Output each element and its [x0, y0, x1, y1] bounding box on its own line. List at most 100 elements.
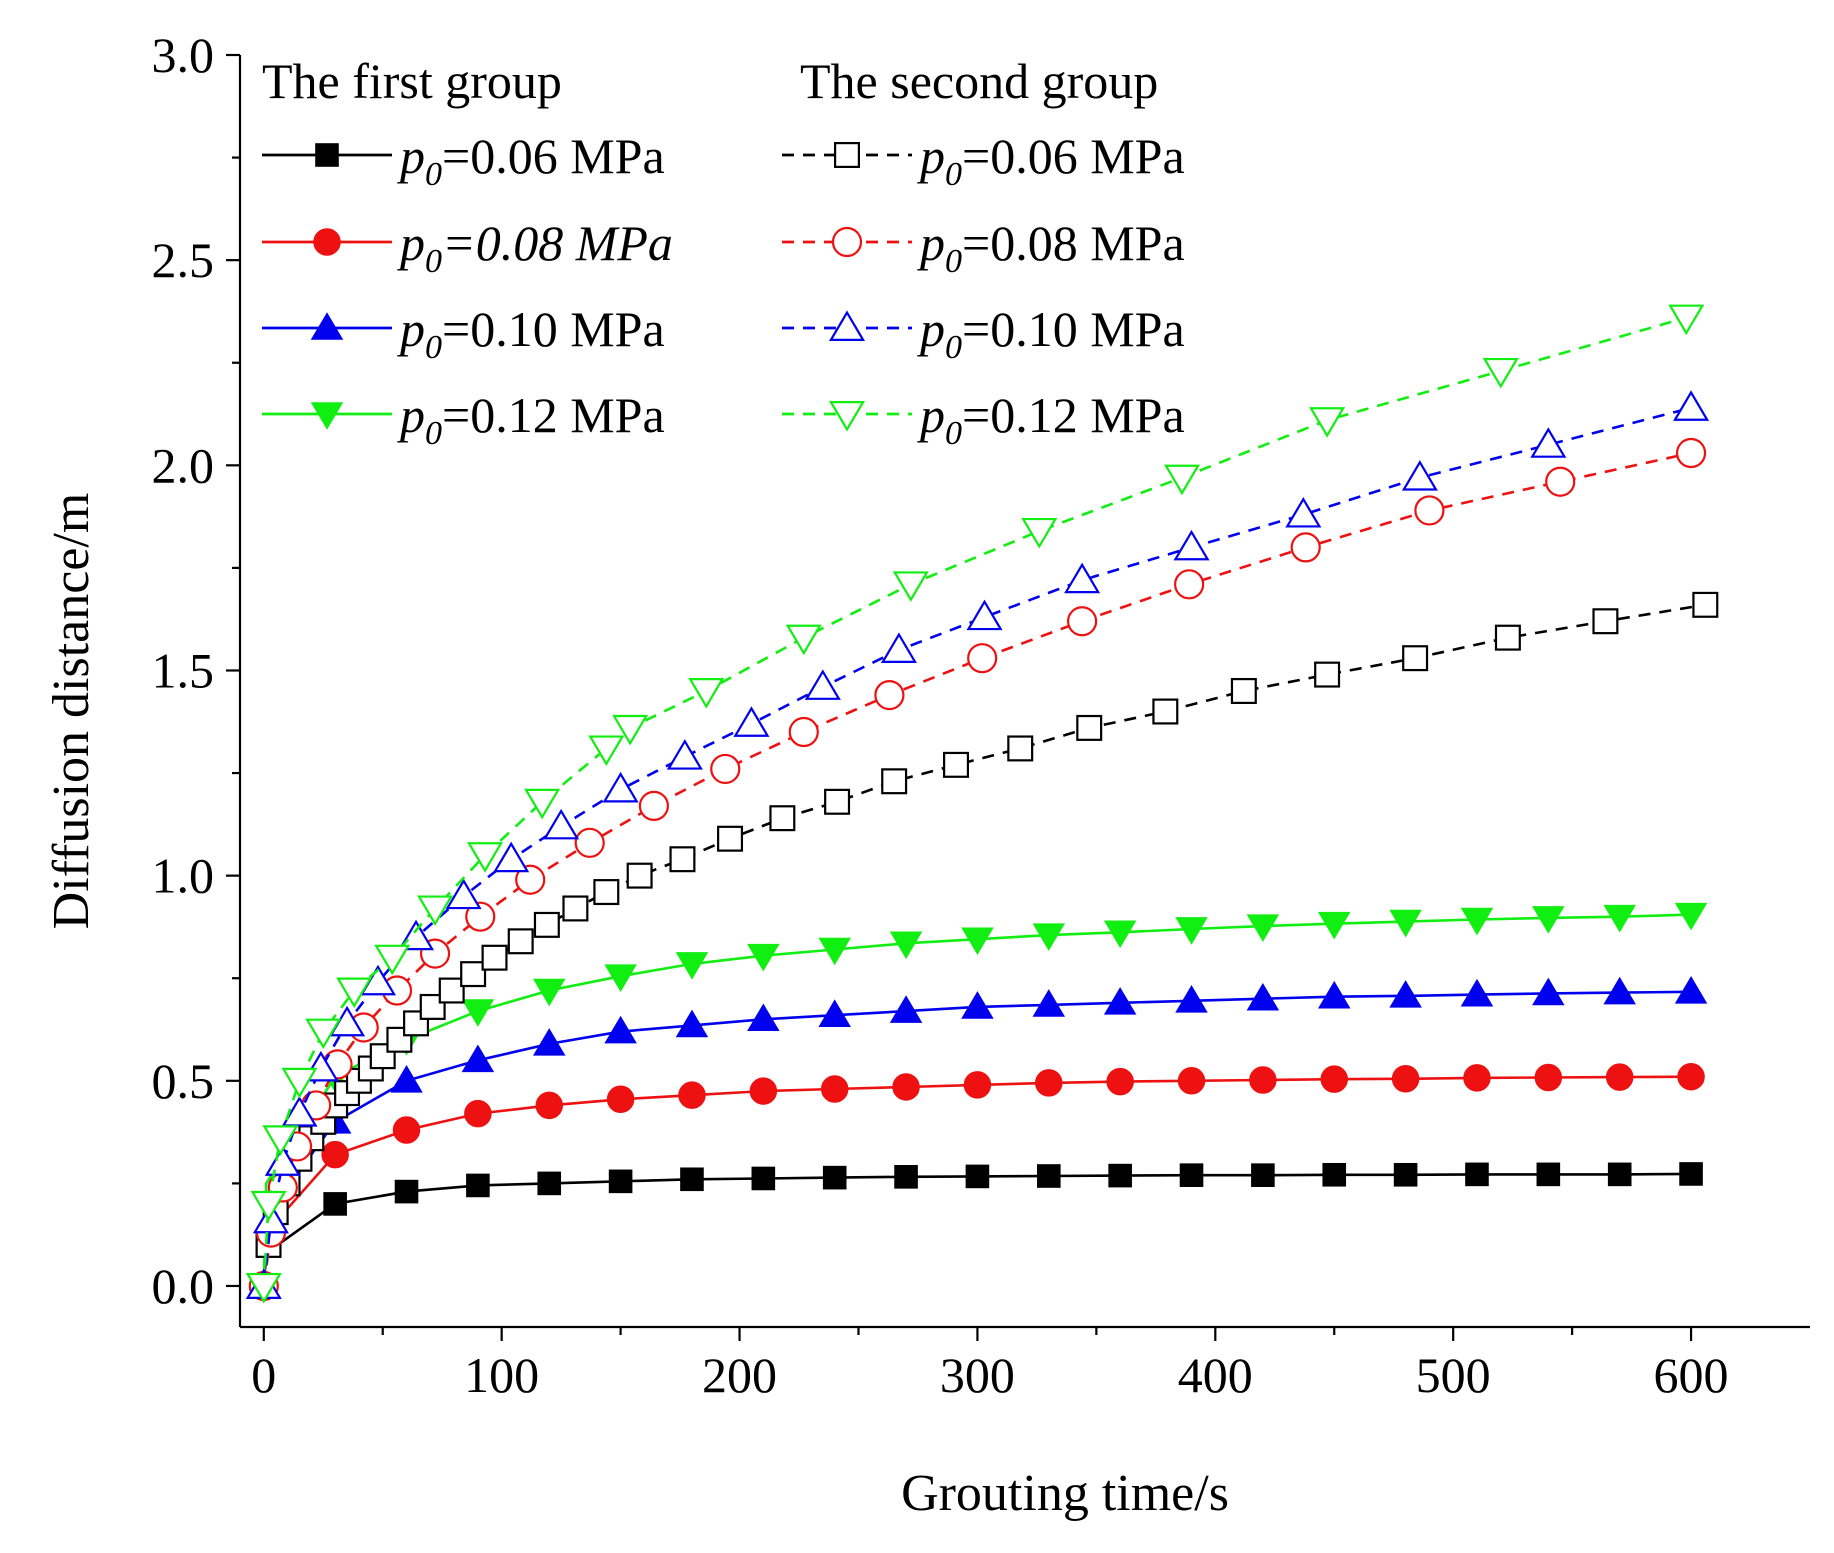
data-point [1285, 496, 1322, 528]
data-point [1592, 608, 1619, 635]
data-point [785, 624, 822, 656]
x-tick-label: 100 [464, 1347, 539, 1403]
data-point [417, 895, 454, 927]
data-point [493, 841, 530, 873]
data-point [262, 1125, 299, 1156]
data-point [1007, 735, 1034, 762]
legend-item: p0=0.08 MPa [262, 215, 673, 280]
data-point [1534, 1063, 1563, 1092]
data-point [1603, 976, 1636, 1005]
data-point [963, 1071, 992, 1099]
data-point [824, 788, 851, 815]
legend-marker [313, 228, 341, 256]
data-point [1175, 985, 1208, 1013]
data-point [250, 1190, 287, 1222]
legend-marker [828, 401, 866, 432]
data-point [1108, 1163, 1132, 1188]
data-point [1603, 904, 1636, 933]
series-line [262, 451, 1692, 1287]
x-tick-label: 500 [1416, 1347, 1491, 1403]
x-axis-title: Grouting time/s [901, 1465, 1229, 1522]
data-point [1532, 906, 1565, 934]
legend-item: p0=0.12 MPa [782, 387, 1185, 452]
legend-label: p0=0.08 MPa [397, 215, 673, 280]
series-line [262, 990, 1692, 1287]
data-point [574, 827, 605, 858]
data-point [818, 937, 851, 966]
legend: The first group The second group p0=0.06… [262, 53, 1185, 452]
data-point [669, 846, 696, 873]
data-point [788, 716, 819, 748]
data-point [398, 919, 435, 951]
data-point [543, 808, 580, 840]
legend-label: p0=0.12 MPa [397, 387, 665, 452]
legend-item: p0=0.06 MPa [782, 128, 1185, 193]
data-point [1246, 914, 1280, 942]
data-point [1249, 1066, 1277, 1094]
data-point [466, 1173, 490, 1198]
data-point [537, 1171, 562, 1196]
data-point [965, 1164, 990, 1189]
data-point [481, 944, 508, 971]
data-point [1465, 1162, 1489, 1187]
data-point [1317, 980, 1351, 1009]
data-point [894, 1165, 918, 1189]
data-point [717, 825, 744, 852]
data-point [1314, 661, 1341, 688]
legend-marker [828, 310, 866, 341]
data-point [1251, 1163, 1275, 1187]
data-point [1066, 606, 1098, 637]
series-first-3 [247, 902, 1708, 1302]
legend-marker [833, 142, 860, 169]
data-point [1402, 645, 1429, 672]
data-point [588, 735, 625, 767]
data-point [321, 1140, 349, 1169]
legend-marker [310, 312, 344, 340]
data-point [1607, 1162, 1632, 1187]
data-point [1230, 677, 1257, 704]
data-point [374, 944, 411, 976]
data-point [751, 1166, 776, 1191]
x-tick-label: 400 [1178, 1347, 1253, 1403]
data-point [1389, 980, 1422, 1008]
data-point [880, 632, 917, 663]
data-point [804, 669, 841, 700]
data-point [638, 790, 670, 821]
data-point [606, 1085, 635, 1114]
y-tick-label: 0.0 [152, 1258, 215, 1314]
data-point [967, 643, 998, 674]
data-point [769, 805, 796, 832]
x-tick-label: 600 [1654, 1347, 1729, 1403]
data-point [1532, 977, 1565, 1006]
data-point [1036, 1164, 1061, 1188]
data-point [874, 680, 905, 711]
data-point [1179, 1163, 1204, 1187]
data-point [822, 1165, 847, 1190]
data-point [533, 911, 560, 938]
x-tick-label: 0 [251, 1347, 276, 1403]
data-point [1414, 495, 1445, 526]
legend-group-title-first: The first group [262, 53, 562, 109]
legend-marker [831, 226, 863, 258]
data-point [604, 1015, 637, 1044]
data-point [1545, 466, 1576, 497]
data-point [1152, 698, 1179, 725]
data-point [252, 1202, 289, 1234]
data-point [1076, 714, 1103, 741]
data-point [889, 931, 923, 960]
series-line [262, 1075, 1692, 1287]
data-point [593, 879, 620, 906]
data-point [678, 1081, 706, 1109]
data-point [675, 1009, 709, 1038]
legend-label: p0=0.06 MPa [397, 128, 665, 193]
data-point [535, 1091, 563, 1120]
data-point [1175, 917, 1208, 945]
data-point [943, 751, 970, 778]
data-point [1032, 989, 1066, 1017]
legend-label: p0=0.12 MPa [917, 387, 1185, 452]
plot-area [245, 304, 1719, 1304]
data-point [1460, 907, 1494, 936]
data-point [245, 1272, 282, 1304]
data-point [666, 739, 703, 770]
legend-label: p0=0.10 MPa [917, 301, 1185, 366]
